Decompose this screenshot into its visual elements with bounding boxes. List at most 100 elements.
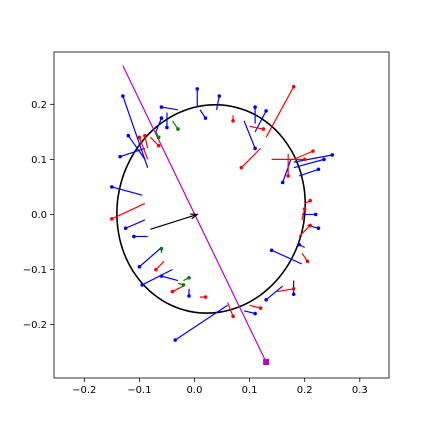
magenta-square-marker	[263, 359, 270, 366]
blue-point-23	[253, 105, 257, 109]
red-segment-33	[144, 135, 149, 149]
blue-point-12	[264, 298, 268, 302]
red-point-43	[302, 207, 307, 211]
blue-point-15	[297, 242, 301, 247]
green-point-56	[181, 283, 186, 287]
red-segment-42	[298, 225, 311, 237]
blue-point-24	[253, 146, 257, 151]
blue-point-7	[140, 283, 144, 287]
x-tick-label: −0.2	[72, 385, 96, 396]
x-tick-label: 0.1	[242, 385, 258, 396]
red-point-40	[291, 286, 296, 291]
blue-point-25	[217, 94, 222, 98]
blue-segment-2	[119, 147, 146, 158]
blue-point-18	[316, 167, 321, 172]
blue-segment-19	[293, 158, 325, 169]
red-segment-43	[301, 208, 306, 221]
y-tick-label: −0.1	[23, 265, 47, 276]
x-tick-label: 0.2	[297, 385, 313, 396]
x-tick-label: 0.3	[352, 385, 368, 396]
blue-segment-6	[139, 247, 162, 268]
blue-point-3	[110, 185, 114, 189]
blue-point-21	[280, 180, 285, 185]
blue-segment-14	[271, 249, 303, 265]
x-axis: −0.2 −0.1 0.0 0.1 0.2 0.3	[72, 378, 368, 396]
red-segment-32	[138, 137, 149, 160]
blue-point-28	[159, 105, 164, 109]
green-point-52	[156, 135, 161, 140]
blue-segment-8	[161, 275, 179, 282]
blue-segment-3	[111, 186, 143, 196]
blue-segment-1	[127, 135, 146, 160]
red-point-46	[286, 174, 290, 178]
blue-segment-30	[155, 117, 162, 133]
red-point-34	[110, 217, 114, 221]
y-axis: −0.2 −0.1 0.0 0.1 0.2	[23, 100, 54, 331]
red-segment-48	[240, 147, 262, 169]
red-segment-47	[265, 86, 295, 138]
red-point-47	[291, 84, 296, 89]
red-point-32	[137, 135, 142, 140]
blue-point-10	[173, 338, 178, 342]
blue-point-4	[123, 226, 128, 231]
blue-point-20	[330, 153, 335, 157]
blue-segment-24	[243, 120, 256, 149]
red-point-51	[302, 157, 307, 162]
y-tick-label: 0.1	[31, 155, 47, 166]
red-segment-31	[149, 136, 160, 147]
red-segment-39	[249, 304, 261, 309]
red-point-31	[156, 143, 161, 148]
red-point-39	[258, 306, 263, 310]
y-tick-label: 0.0	[31, 210, 47, 221]
red-point-36	[170, 289, 175, 294]
blue-segment-12	[265, 285, 284, 301]
blue-segment-10	[174, 304, 228, 341]
blue-point-26	[195, 87, 200, 91]
blue-segment-7	[141, 268, 173, 286]
blue-point-27	[203, 116, 208, 120]
red-segment-45	[293, 150, 314, 160]
blue-point-16	[316, 226, 321, 231]
blue-segment-20	[293, 154, 333, 163]
blue-point-14	[269, 248, 274, 253]
red-point-35	[154, 267, 158, 272]
blue-segment-28	[161, 106, 179, 111]
blue-point-29	[165, 125, 169, 130]
red-point-33	[143, 133, 147, 138]
blue-point-22	[264, 109, 268, 113]
green-point-55	[187, 275, 191, 280]
red-segment-38	[227, 302, 234, 317]
plot-area	[110, 65, 335, 366]
red-segment-40	[277, 288, 294, 293]
x-tick-label: 0.0	[187, 385, 203, 396]
red-point-50	[231, 119, 235, 123]
blue-point-2	[118, 154, 122, 159]
blue-point-11	[253, 311, 257, 316]
blue-point-5	[132, 234, 136, 239]
arrow-head	[190, 213, 199, 220]
red-segment-35	[155, 260, 165, 270]
blue-segment-4	[125, 219, 146, 229]
red-point-44	[308, 198, 313, 203]
arrow-shaft	[150, 213, 198, 230]
green-point-53	[176, 127, 180, 131]
blue-point-17	[313, 212, 318, 217]
y-tick-label: 0.2	[31, 100, 47, 111]
red-point-41	[305, 259, 310, 264]
axes-frame	[53, 51, 390, 379]
red-segment-34	[111, 202, 146, 220]
red-segment-49	[249, 125, 264, 130]
red-point-42	[308, 223, 313, 228]
blue-segment-21	[282, 159, 292, 183]
red-point-48	[239, 165, 244, 170]
red-point-49	[261, 127, 266, 131]
blue-segment-25	[215, 95, 220, 110]
blue-segment-18	[298, 168, 319, 177]
y-tick-label: −0.2	[23, 320, 47, 331]
blue-point-6	[137, 264, 142, 269]
red-point-38	[231, 314, 235, 319]
red-segment-36	[172, 285, 184, 293]
blue-segment-0	[122, 95, 149, 168]
blue-segment-11	[243, 310, 256, 315]
